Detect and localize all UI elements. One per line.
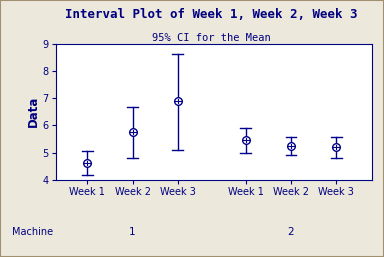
Text: Interval Plot of Week 1, Week 2, Week 3: Interval Plot of Week 1, Week 2, Week 3: [65, 8, 358, 21]
Y-axis label: Data: Data: [27, 96, 40, 127]
Text: Machine: Machine: [12, 227, 53, 237]
Text: 2: 2: [288, 227, 294, 237]
Text: 1: 1: [129, 227, 136, 237]
Text: 95% CI for the Mean: 95% CI for the Mean: [152, 33, 271, 43]
